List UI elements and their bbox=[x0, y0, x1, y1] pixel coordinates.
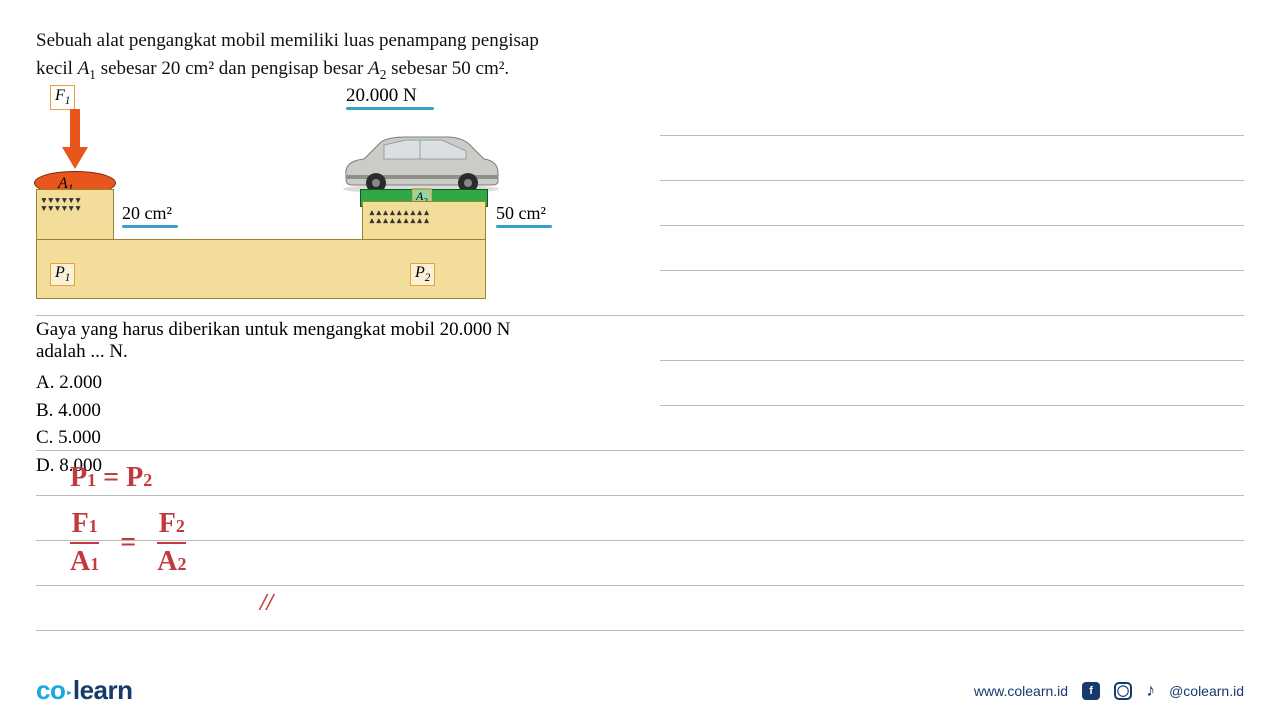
footer-handle: @colearn.id bbox=[1169, 683, 1244, 699]
p2-text: P bbox=[415, 264, 425, 281]
instagram-icon: ◯ bbox=[1114, 682, 1132, 700]
hatch-marks: ▾▾▾▾▾▾▾▾▾▾▾▾ bbox=[40, 197, 81, 213]
hw-equals: = bbox=[106, 527, 150, 558]
area-right-value: 50 cm² bbox=[496, 203, 546, 224]
weight-label: 20.000 N bbox=[346, 85, 417, 107]
footer-url: www.colearn.id bbox=[974, 683, 1068, 699]
f1-label: F bbox=[55, 87, 65, 104]
q-a1-sub: 1 bbox=[89, 66, 96, 81]
handwriting-eq1: P1 = P2 bbox=[70, 462, 152, 494]
logo-learn: learn bbox=[73, 675, 133, 705]
handwriting-tick: // bbox=[260, 590, 273, 617]
facebook-icon: f bbox=[1082, 682, 1100, 700]
rule-line bbox=[36, 540, 1244, 541]
underline-right bbox=[496, 225, 552, 228]
underline-left bbox=[122, 225, 178, 228]
hw-a2: A bbox=[157, 546, 177, 577]
hw-a2-sub: 2 bbox=[177, 554, 186, 574]
p2-label-box: P2 bbox=[410, 263, 435, 285]
hw-a1-sub: 1 bbox=[90, 554, 99, 574]
rule-line bbox=[36, 630, 1244, 631]
rule-line bbox=[36, 495, 1244, 496]
hw-f2-sub: 2 bbox=[176, 516, 185, 536]
question-followup: Gaya yang harus diberikan untuk mengangk… bbox=[36, 319, 656, 363]
tiktok-icon: ♪ bbox=[1146, 680, 1155, 701]
choice-d: D. 8.000 bbox=[36, 452, 1244, 480]
q-text: kecil bbox=[36, 58, 78, 79]
force-arrow-icon bbox=[64, 109, 86, 169]
q-text: sebesar 20 cm² dan pengisap besar bbox=[96, 58, 368, 79]
logo-dot-icon: ▸ bbox=[65, 688, 73, 697]
hw-a1: A bbox=[70, 546, 90, 577]
hw-f2: F bbox=[159, 508, 176, 539]
p1-sub: 1 bbox=[65, 273, 71, 285]
question-line-1: Sebuah alat pengangkat mobil memiliki lu… bbox=[36, 28, 1244, 54]
hw-p1-sub: 1 bbox=[87, 470, 96, 490]
hw-p1: P bbox=[70, 462, 87, 493]
footer-right: www.colearn.id f ◯ ♪ @colearn.id bbox=[974, 680, 1244, 701]
logo-co: co bbox=[36, 675, 65, 705]
followup-line-1: Gaya yang harus diberikan untuk mengangk… bbox=[36, 319, 656, 341]
f1-sub: 1 bbox=[65, 96, 71, 108]
hydraulic-diagram: F1 20.000 N A1 ▾▾▾▾▾▾▾▾▾▾▾▾ A2 ▴ bbox=[36, 89, 576, 309]
car-icon bbox=[336, 131, 506, 195]
p1-text: P bbox=[55, 264, 65, 281]
choice-c: C. 5.000 bbox=[36, 424, 1244, 452]
footer-bar: co▸learn www.colearn.id f ◯ ♪ @colearn.i… bbox=[0, 675, 1280, 706]
question-line-2: kecil A1 sebesar 20 cm² dan pengisap bes… bbox=[36, 56, 1244, 84]
hatch-marks: ▴▴▴▴▴▴▴▴▴▴▴▴▴▴▴▴▴▴ bbox=[368, 209, 429, 225]
f1-label-box: F1 bbox=[50, 85, 75, 109]
rule-line bbox=[36, 585, 1244, 586]
area-left-value: 20 cm² bbox=[122, 203, 172, 224]
handwriting-fraction: F1 A1 = F2 A2 bbox=[70, 508, 186, 578]
hw-eq: = bbox=[103, 462, 126, 493]
choice-b: B. 4.000 bbox=[36, 397, 1244, 425]
followup-line-2: adalah ... N. bbox=[36, 341, 656, 363]
hw-p2-sub: 2 bbox=[143, 470, 152, 490]
hw-f1-sub: 1 bbox=[89, 516, 98, 536]
choice-a: A. 2.000 bbox=[36, 369, 1244, 397]
q-a1: A bbox=[78, 58, 90, 79]
hw-p2: P bbox=[126, 462, 143, 493]
q-a2: A bbox=[368, 58, 380, 79]
answer-choices: A. 2.000 B. 4.000 C. 5.000 D. 8.000 bbox=[36, 369, 1244, 479]
hw-f1: F bbox=[72, 508, 89, 539]
underline-weight bbox=[346, 107, 434, 110]
p1-label-box: P1 bbox=[50, 263, 75, 285]
p2-sub: 2 bbox=[425, 273, 431, 285]
q-text: sebesar 50 cm². bbox=[386, 58, 509, 79]
colearn-logo: co▸learn bbox=[36, 675, 133, 706]
